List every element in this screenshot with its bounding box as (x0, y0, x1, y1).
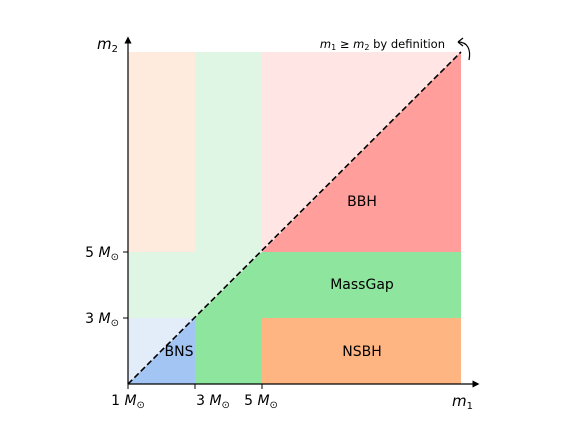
bns-label: BNS (165, 344, 194, 360)
nsbh-region (262, 318, 461, 384)
nsbh-label: NSBH (342, 344, 382, 360)
x-tick-label-1: 1 M⊙ (111, 393, 145, 411)
x-axis-label: m1 (452, 392, 473, 412)
nsbh-faded-region (128, 52, 195, 252)
massgap-label: MassGap (330, 277, 394, 293)
y-tick-label-3: 3 M⊙ (85, 311, 119, 329)
equal-mass-diagonal (127, 51, 462, 385)
y-tick-label-5: 5 M⊙ (85, 245, 119, 263)
definition-annotation: m1 ≥ m2 by definition (320, 37, 445, 52)
massgap-faded-horizontal-region (128, 252, 195, 318)
y-axis-label: m2 (97, 35, 118, 55)
curved-arrow-head-icon (457, 37, 464, 47)
bbh-label: BBH (347, 194, 377, 210)
curved-arrow-icon (457, 41, 471, 61)
x-tick-label-5: 5 M⊙ (244, 393, 278, 411)
x-tick-label-3: 3 M⊙ (196, 393, 230, 411)
